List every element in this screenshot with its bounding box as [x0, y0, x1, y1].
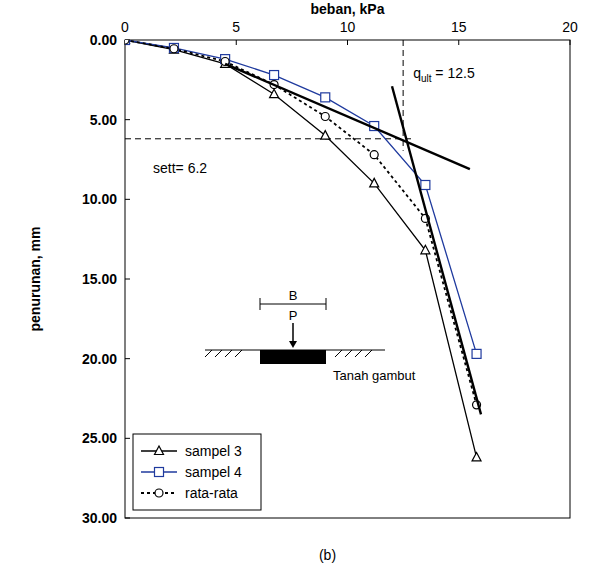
marker-triangle	[125, 40, 130, 44]
inset-hatch	[365, 350, 372, 357]
x-tick	[347, 40, 348, 45]
x-tick-label: 10	[340, 19, 356, 35]
legend-box	[133, 434, 261, 510]
y-tick-label: 20.00	[82, 351, 117, 367]
reference-label-y: sett= 6.2	[153, 160, 207, 176]
chart: 0 5 10 15 20 beban, kPa 0.00 5.00 10.00 15.00 20.0…	[0, 0, 599, 575]
plot-frame	[125, 40, 570, 518]
x-tick	[570, 40, 571, 45]
marker-triangle	[155, 446, 164, 455]
marker-square	[169, 43, 178, 52]
marker-circle	[321, 112, 329, 120]
marker-circle	[125, 40, 129, 44]
x-tick	[236, 40, 237, 45]
inset-soil-label: Tanah gambut	[333, 368, 416, 383]
inset-hatch	[215, 350, 222, 357]
y-tick	[125, 279, 130, 280]
inset-width-label: B	[289, 288, 298, 303]
inset-load-label: P	[289, 308, 298, 323]
marker-square	[421, 180, 430, 189]
reference-label-x: qult = 12.5	[413, 65, 475, 84]
marker-triangle	[472, 452, 481, 461]
marker-square	[125, 40, 130, 45]
inset-dimension	[260, 304, 326, 305]
inset-footing	[260, 350, 326, 364]
marker-triangle	[169, 45, 178, 54]
y-tick	[125, 199, 130, 200]
marker-circle	[155, 489, 163, 497]
y-axis-label: penurunan, mm	[27, 226, 43, 331]
label-sub: ult	[421, 73, 432, 84]
legend-label: rata-rata	[185, 485, 238, 501]
inset-hatch	[235, 350, 242, 357]
inset-arrowhead	[289, 341, 297, 348]
y-tick	[125, 518, 130, 519]
inset-dimension-end	[326, 298, 327, 310]
y-tick	[125, 438, 130, 439]
legend-label: sampel 4	[185, 464, 242, 480]
y-tick-label: 10.00	[82, 191, 117, 207]
marker-circle	[370, 151, 378, 159]
y-tick-label: 25.00	[82, 430, 117, 446]
inset-hatch	[205, 350, 212, 357]
reference-line-y	[125, 138, 411, 139]
y-tick	[125, 119, 130, 120]
y-tick	[125, 358, 130, 359]
inset-hatch	[225, 350, 232, 357]
marker-square	[321, 93, 330, 102]
plot-area	[125, 40, 481, 461]
series-line	[125, 40, 477, 354]
marker-triangle	[370, 178, 379, 187]
y-tick-label: 5.00	[90, 112, 117, 128]
marker-triangle	[421, 245, 430, 254]
inset-hatch	[345, 350, 352, 357]
tangent-line	[392, 86, 481, 414]
x-axis-label: beban, kPa	[311, 1, 385, 17]
inset-arrow	[292, 323, 294, 344]
x-tick-label: 20	[562, 19, 578, 35]
y-tick-label: 30.00	[82, 510, 117, 526]
x-tick-label: 0	[121, 19, 129, 35]
x-tick-label: 5	[232, 19, 240, 35]
label-part: q	[413, 65, 421, 81]
marker-square	[155, 468, 164, 477]
x-tick-label: 15	[451, 19, 467, 35]
caption: (b)	[319, 547, 336, 563]
series-line	[125, 40, 477, 457]
marker-square	[472, 349, 481, 358]
series-line	[125, 40, 477, 405]
x-tick	[458, 40, 459, 45]
label-part: = 12.5	[431, 65, 474, 81]
y-tick-label: 15.00	[82, 271, 117, 287]
y-tick-label: 0.00	[90, 32, 117, 48]
inset-hatch	[335, 350, 342, 357]
marker-square	[270, 71, 279, 80]
inset-dimension-end	[260, 298, 261, 310]
reference-line-x	[403, 40, 404, 151]
marker-circle	[170, 45, 178, 53]
inset-hatch	[355, 350, 362, 357]
marker-triangle	[270, 89, 279, 98]
legend-label: sampel 3	[185, 443, 242, 459]
marker-triangle	[321, 131, 330, 140]
